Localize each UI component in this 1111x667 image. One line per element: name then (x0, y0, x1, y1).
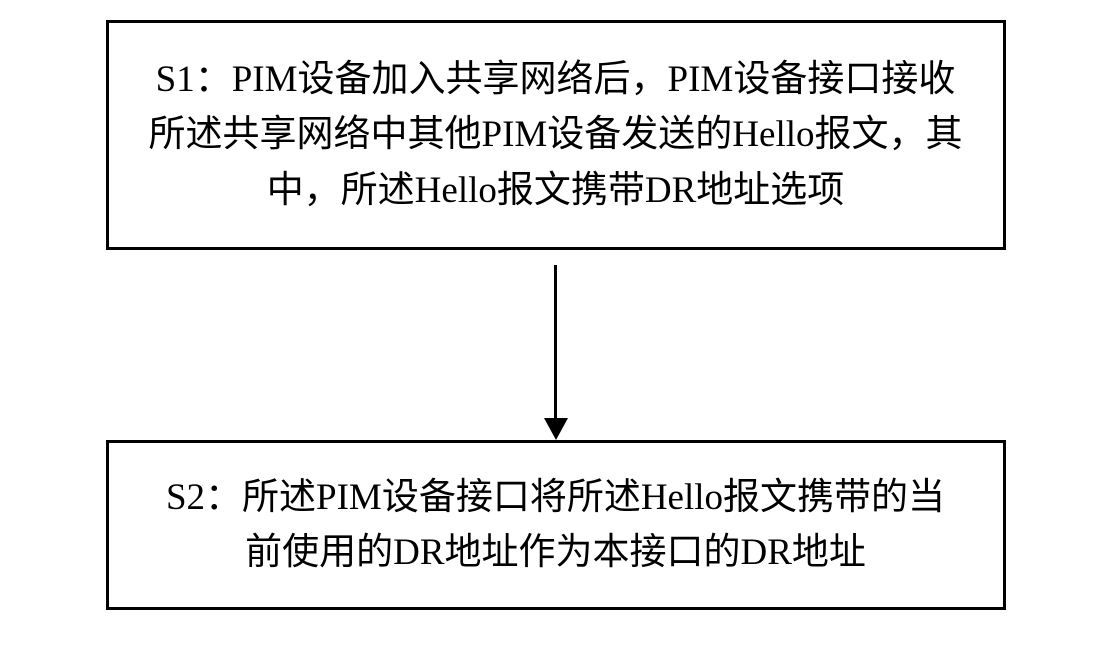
arrow-down-icon (544, 418, 568, 440)
flowchart-node-s2-label: S2：所述PIM设备接口将所述Hello报文携带的当前使用的DR地址作为本接口的… (149, 470, 963, 581)
arrow-line (554, 265, 557, 425)
flowchart-node-s2: S2：所述PIM设备接口将所述Hello报文携带的当前使用的DR地址作为本接口的… (106, 440, 1006, 610)
flowchart-edge-s1-s2 (554, 250, 557, 440)
flowchart-node-s1-label: S1：PIM设备加入共享网络后，PIM设备接口接收所述共享网络中其他PIM设备发… (149, 52, 963, 219)
flowchart-node-s1: S1：PIM设备加入共享网络后，PIM设备接口接收所述共享网络中其他PIM设备发… (106, 20, 1006, 250)
